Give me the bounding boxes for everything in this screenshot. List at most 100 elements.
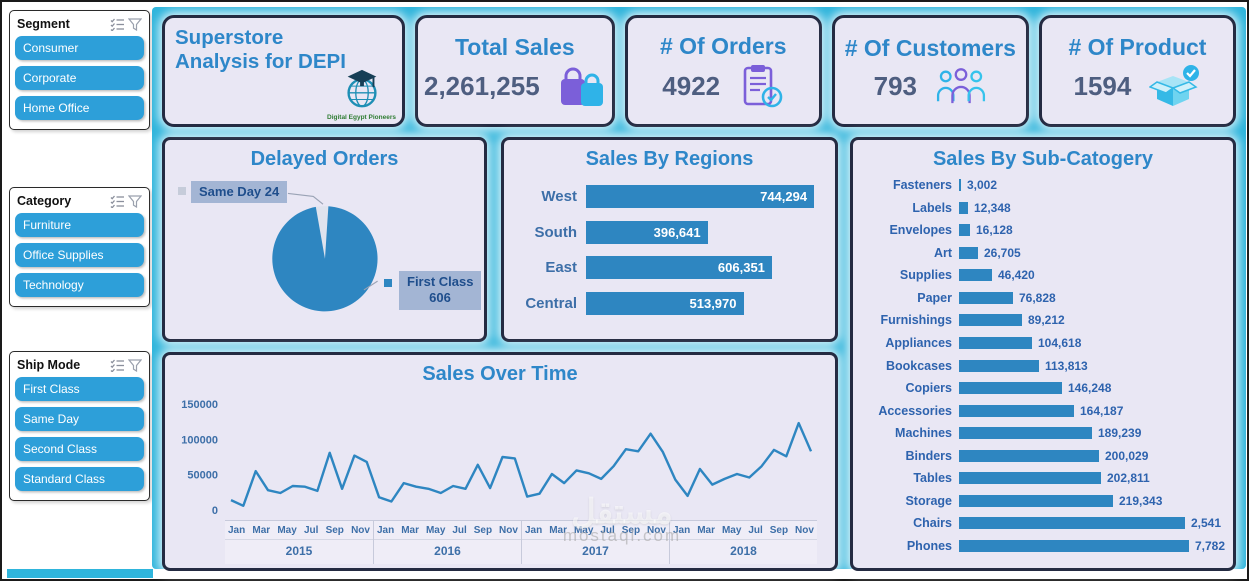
slicer-item-corporate[interactable]: Corporate [15,66,144,90]
sales-over-time-panel: Sales Over Time 150000 100000 50000 0 Jan Mar… [162,352,838,571]
sales-by-regions-chart: West 744,294 South 396,641 East 606,351 Centra… [510,173,829,335]
subcat-bar[interactable] [959,314,1022,327]
subcat-label: Paper [917,290,952,305]
year-group-2016: Jan Mar May Jul Sep Nov 2016 [373,521,521,564]
sales-line-plot: 150000 100000 50000 0 [173,388,829,520]
same-day-data-label: Same Day 24 [191,181,288,204]
region-value: 513,970 [689,295,737,311]
slicer-header: Segment [15,16,144,36]
subcat-bar[interactable] [959,201,968,214]
filter-icon[interactable] [128,17,142,31]
year-label-2017: 2017 [522,539,669,564]
kpi-label: # Of Orders [659,33,787,59]
slicer-item-home-office[interactable]: Home Office [15,96,144,120]
slicer-item-furniture[interactable]: Furniture [15,213,144,237]
region-bar-area: 396,641 [586,220,819,244]
month-label-mar: Mar [401,525,419,536]
region-value: 744,294 [760,189,808,205]
svg-text:100000: 100000 [181,434,218,446]
kpi-label: # Of Product [1068,34,1207,60]
list-select-icon[interactable] [110,359,125,372]
globe-graduation-icon [334,67,390,116]
subcat-value: 202,811 [1107,471,1150,486]
list-select-icon[interactable] [110,195,125,208]
subcat-bar[interactable] [959,224,970,237]
subcat-row-bookcases: Bookcases 113,813 [859,356,1227,376]
slicer-item-second-class[interactable]: Second Class [15,437,144,461]
month-labels: Jan Mar May Jul Sep Nov [670,521,817,539]
region-row-west: West 744,294 [514,185,819,209]
kpi-value: 1594 [1073,70,1132,101]
region-bar[interactable]: 513,970 [586,291,744,315]
subcat-bar[interactable] [959,472,1101,485]
year-label-2015: 2015 [225,539,373,564]
subcat-row-appliances: Appliances 104,618 [859,333,1227,353]
kpi-value: 2,261,255 [424,70,540,101]
slicer-item-technology[interactable]: Technology [15,273,144,297]
delayed-orders-pie-chart[interactable]: Same Day 24 First Class 606 [171,173,481,335]
sales-by-regions-title: Sales By Regions [585,148,754,170]
subcat-row-binders: Binders 200,029 [859,446,1227,466]
subcat-value: 219,343 [1119,493,1163,508]
filter-icon[interactable] [128,358,142,372]
month-labels: Jan Mar May Jul Sep Nov [522,521,669,539]
subcat-bar[interactable] [959,246,978,259]
subcat-value: 2,541 [1191,516,1222,531]
subcat-bar[interactable] [959,359,1039,372]
month-label-mar: Mar [252,525,271,536]
region-row-east: East 606,351 [514,256,819,280]
dashboard-main: Superstore Analysis for DEPI Digital Egy… [152,7,1246,571]
year-group-2017: Jan Mar May Jul Sep Nov 2017 [521,521,669,564]
subcat-bar[interactable] [959,404,1074,417]
subcat-bar[interactable] [959,382,1062,395]
kpi-value-row: 4922 [662,63,784,109]
month-label-jan: Jan [377,525,395,536]
subcat-bar[interactable] [959,449,1099,462]
slicer-item-standard-class[interactable]: Standard Class [15,467,144,491]
region-bar[interactable]: 396,641 [586,220,708,244]
subcat-bar[interactable] [959,179,961,191]
subcat-label: Art [933,245,952,260]
subcat-bar[interactable] [959,540,1189,552]
subcat-value: 26,705 [984,245,1021,260]
list-select-icon[interactable] [110,18,125,31]
month-label-may: May [277,525,297,536]
subcat-label: Copiers [905,381,952,396]
slicer-segment: Segment Consumer Corporate Home Office [9,10,150,130]
region-bar[interactable]: 606,351 [586,256,772,280]
region-row-central: Central 513,970 [514,291,819,315]
delayed-orders-title: Delayed Orders [250,148,399,170]
people-icon [935,65,987,107]
month-label-nov: Nov [795,525,814,536]
shopping-bags-icon [558,64,606,108]
slicer-item-office-supplies[interactable]: Office Supplies [15,243,144,267]
svg-text:150000: 150000 [181,399,218,411]
subcat-bar[interactable] [959,291,1013,304]
kpi-row: Superstore Analysis for DEPI Digital Egy… [162,15,1236,127]
slicer-item-same-day[interactable]: Same Day [15,407,144,431]
month-labels: Jan Mar May Jul Sep Nov [225,521,373,539]
kpi-value-row: 2,261,255 [424,64,606,108]
subcat-bar[interactable] [959,427,1092,440]
subcat-bar[interactable] [959,494,1113,507]
subcat-row-paper: Paper 76,828 [859,288,1227,308]
kpi-value: 4922 [662,70,721,101]
subcat-label: Binders [905,448,952,463]
subcat-label: Labels [912,200,952,215]
subcat-bar[interactable] [959,269,992,282]
month-label-sep: Sep [621,525,641,536]
year-label-2016: 2016 [374,539,521,564]
region-bar[interactable]: 744,294 [586,185,815,209]
slicer-item-consumer[interactable]: Consumer [15,36,144,60]
slicer-category: Category Furniture Office Supplies Technolo… [9,187,150,307]
clipboard-check-icon [738,63,784,109]
slicer-sidebar: Segment Consumer Corporate Home Office Categ… [9,10,150,501]
filter-icon[interactable] [128,194,142,208]
sales-over-time-chart[interactable]: 150000 100000 50000 0 Jan Mar May Jul Sep Nov 2015… [171,388,829,564]
svg-text:50000: 50000 [187,470,218,482]
subcat-bar[interactable] [959,336,1032,349]
box-check-icon [1149,64,1201,108]
month-label-sep: Sep [325,525,344,536]
subcat-bar[interactable] [959,517,1185,530]
slicer-item-first-class[interactable]: First Class [15,377,144,401]
